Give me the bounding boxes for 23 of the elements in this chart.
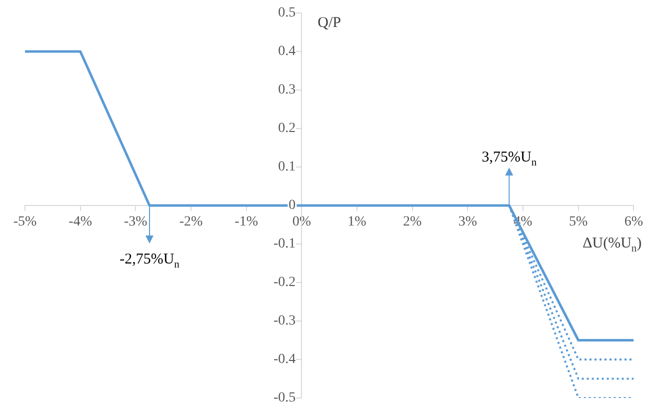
y-tick-label: -0.1 — [273, 236, 296, 252]
x-tick-label: 5% — [569, 214, 588, 230]
x-tick-label: 3% — [458, 214, 478, 230]
x-tick-label: -3% — [124, 214, 148, 230]
x-tick-label: 2% — [403, 214, 422, 230]
y-axis-title: Q/P — [318, 15, 342, 31]
y-tick-label: -0.5 — [273, 390, 296, 406]
y-tick-label: -0.2 — [273, 275, 296, 290]
y-tick-label: 0.1 — [278, 160, 296, 175]
y-tick-label: 0.3 — [278, 82, 296, 98]
y-tick-label: -0.3 — [273, 314, 296, 329]
x-tick-label: 0% — [292, 214, 312, 230]
y-tick-label: 0 — [288, 198, 296, 214]
y-tick-label: -0.4 — [273, 352, 296, 368]
x-tick-label: -5% — [13, 214, 37, 230]
y-tick-label: 0.2 — [278, 121, 296, 136]
x-tick-label: -2% — [179, 214, 203, 230]
x-tick-label: -4% — [68, 214, 92, 230]
x-tick-label: 6% — [624, 214, 644, 230]
y-tick-label: 0.4 — [278, 44, 296, 60]
y-tick-label: 0.5 — [278, 6, 296, 21]
x-tick-label: 1% — [348, 214, 367, 230]
x-tick-label: -1% — [234, 214, 258, 230]
